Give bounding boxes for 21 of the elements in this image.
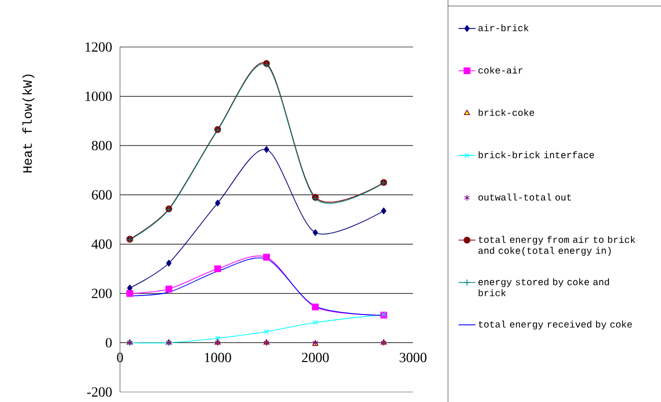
legend-label: coke-air	[478, 66, 522, 74]
legend-label: outwall-total out	[478, 194, 571, 201]
y-tick-label: -200	[87, 387, 112, 397]
legend-label: total energy received by coke	[478, 320, 632, 330]
x-tick-label: 1000	[204, 352, 232, 362]
y-tick-label: 600	[92, 190, 112, 200]
legend-label: total energy from air to brick and coke(total energy in)	[478, 236, 636, 256]
y-tick-label: 1200	[86, 42, 112, 52]
legend-label: brick-coke	[478, 108, 534, 116]
y-tick-label: 1000	[86, 92, 112, 101]
y-tick-label: 400	[92, 239, 112, 249]
x-tick-label: 0	[117, 352, 123, 362]
legend-label: brick-brick interface	[478, 151, 594, 158]
x-tick-label: 2000	[302, 352, 329, 362]
y-tick-label: 0	[106, 338, 112, 348]
y-tick-label: 800	[92, 140, 112, 150]
legend-label: air-brick	[478, 24, 529, 32]
y-axis-title: Heat flow(kW)	[22, 74, 34, 172]
legend-label: energy stored by coke and brick	[478, 278, 609, 296]
x-tick-label: 3000	[400, 352, 426, 362]
y-tick-label: 200	[92, 288, 112, 298]
